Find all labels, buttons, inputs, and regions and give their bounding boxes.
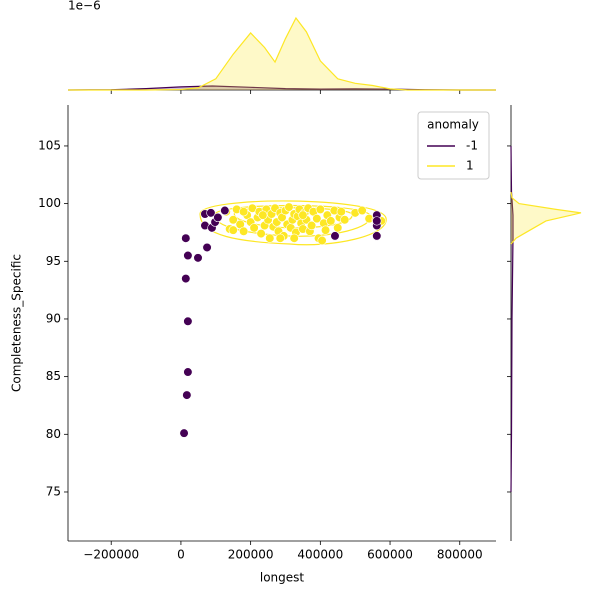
y-tick-label: 95 (46, 254, 61, 268)
point (220, 205, 230, 216)
y-tick-label: 75 (46, 484, 61, 498)
y-tick-label: 105 (38, 138, 61, 152)
point (312, 214, 322, 224)
point (181, 233, 191, 243)
point (202, 242, 212, 253)
point (239, 207, 249, 217)
kde-line (510, 191, 582, 245)
legend-title: anomaly (427, 118, 479, 132)
point (372, 216, 382, 226)
legend-label: 1 (466, 159, 474, 173)
point (284, 202, 294, 212)
point (213, 212, 223, 223)
point (182, 390, 192, 400)
x-tick-label: 0 (177, 548, 185, 562)
point (320, 225, 331, 235)
legend: anomaly -1 1 (417, 111, 490, 180)
x-tick-label: 400000 (297, 548, 343, 562)
y-tick-label: 100 (38, 196, 61, 210)
kde-area (511, 192, 581, 244)
contour (199, 200, 387, 246)
point (298, 210, 308, 220)
point (228, 215, 238, 225)
point (181, 273, 191, 284)
x-axis-label: longest (260, 571, 305, 585)
point (372, 231, 382, 241)
y-tick-label: 90 (46, 311, 61, 325)
point (256, 229, 266, 239)
point (228, 225, 238, 235)
point (307, 220, 317, 231)
point (206, 208, 216, 218)
offset-label: 1e−6 (68, 0, 101, 13)
y-axis-label: Completeness_Specific (10, 254, 24, 392)
point (183, 367, 193, 377)
point (179, 428, 189, 438)
y-tick-label: 85 (46, 369, 61, 383)
point (333, 223, 343, 233)
x-tick-label: −200000 (83, 548, 139, 562)
kde-line (68, 16, 496, 91)
point (275, 233, 285, 243)
kde-area (68, 85, 496, 90)
point (239, 226, 249, 236)
point (249, 223, 259, 233)
point (258, 210, 268, 220)
point (330, 231, 340, 241)
point (336, 207, 346, 217)
point (315, 204, 325, 214)
x-tick-label: 800000 (437, 548, 483, 562)
points (179, 202, 386, 438)
point (340, 215, 350, 225)
point (317, 235, 327, 246)
legend-label: -1 (466, 139, 478, 153)
point (326, 216, 336, 226)
kde-area (68, 17, 496, 90)
point (193, 253, 203, 263)
x-tick-label: 600000 (367, 548, 413, 562)
x-tick-label: 200000 (228, 548, 274, 562)
point (183, 316, 193, 326)
point (183, 250, 193, 261)
y-tick-label: 80 (46, 427, 61, 441)
point (265, 233, 275, 243)
point (357, 205, 367, 216)
point (289, 233, 299, 243)
